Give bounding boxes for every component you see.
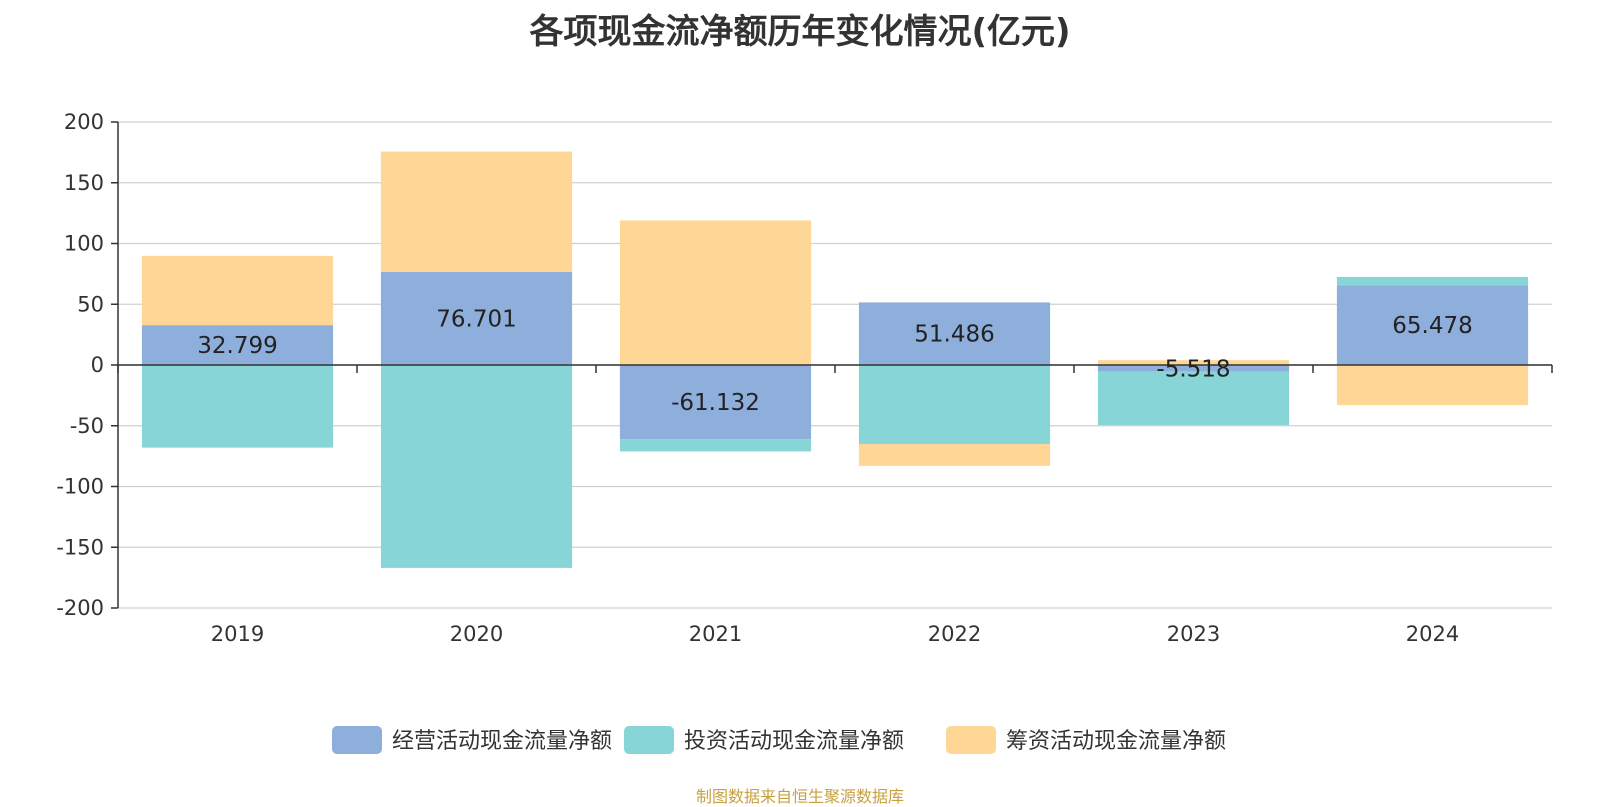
bar-2024-series-2 [1336, 365, 1529, 406]
data-labels: 32.799 76.701 -61.132 51.486 -5.518 65.478 [197, 306, 1472, 416]
bar-2021-series-2 [619, 220, 812, 365]
y-tick-label: 0 [91, 353, 104, 377]
y-tick-label: 150 [64, 171, 104, 195]
bar-2024-series-1 [1336, 276, 1529, 286]
x-tick-label: 2020 [450, 622, 503, 646]
bar-2024-series-0 [1336, 285, 1529, 365]
bar-2023-series-0 [1097, 365, 1290, 372]
y-tick-label: 50 [77, 292, 104, 316]
x-tick-label: 2024 [1406, 622, 1459, 646]
bar-2021-series-0 [619, 365, 812, 440]
bar-value-label: 76.701 [436, 306, 516, 332]
bar-2019-series-0 [141, 325, 334, 365]
legend-swatch-2 [946, 726, 996, 754]
chart-title: 各项现金流净额历年变化情况(亿元) [529, 12, 1071, 52]
bar-value-label: -61.132 [671, 390, 760, 416]
bars [141, 151, 1529, 568]
x-tick-label: 2021 [689, 622, 742, 646]
y-tick-label: -50 [70, 414, 104, 438]
y-tick-label: -200 [56, 596, 104, 620]
bar-2023-series-1 [1097, 371, 1290, 426]
bar-2021-series-1 [619, 439, 812, 452]
x-tick-label: 2023 [1167, 622, 1220, 646]
legend: 经营活动现金流量净额 投资活动现金流量净额 筹资活动现金流量净额 [332, 726, 1226, 754]
bar-value-label: -5.518 [1156, 356, 1230, 382]
bar-2019-series-1 [141, 365, 334, 448]
x-tick-label: 2022 [928, 622, 981, 646]
y-tick-label: 100 [64, 232, 104, 256]
bar-2020-series-2 [380, 151, 573, 272]
legend-label-1: 投资活动现金流量净额 [684, 729, 904, 754]
bar-value-label: 51.486 [914, 322, 994, 348]
y-tick-label: -150 [56, 535, 104, 559]
grid-lines [118, 121, 1552, 609]
bar-value-label: 65.478 [1392, 313, 1472, 339]
y-tick-label: 200 [64, 110, 104, 134]
bar-2019-series-2 [141, 255, 334, 326]
bar-2022-series-2 [858, 443, 1051, 466]
legend-label-0: 经营活动现金流量净额 [392, 729, 612, 754]
legend-swatch-0 [332, 726, 382, 754]
bar-2020-series-1 [380, 365, 573, 568]
bar-value-label: 32.799 [197, 333, 277, 359]
bar-2023-series-2 [1097, 360, 1290, 365]
legend-label-2: 筹资活动现金流量净额 [1006, 729, 1226, 754]
bar-2020-series-0 [380, 271, 573, 365]
bar-2022-series-0 [858, 302, 1051, 365]
bar-2022-series-1 [858, 365, 1051, 444]
legend-swatch-1 [624, 726, 674, 754]
y-tick-label: -100 [56, 475, 104, 499]
source-note: 制图数据来自恒生聚源数据库 [695, 787, 904, 806]
axes: 200 150 100 50 0 -50 -100 -150 -200 2019 2020 2021 2… [56, 110, 1553, 646]
x-tick-label: 2019 [211, 622, 264, 646]
